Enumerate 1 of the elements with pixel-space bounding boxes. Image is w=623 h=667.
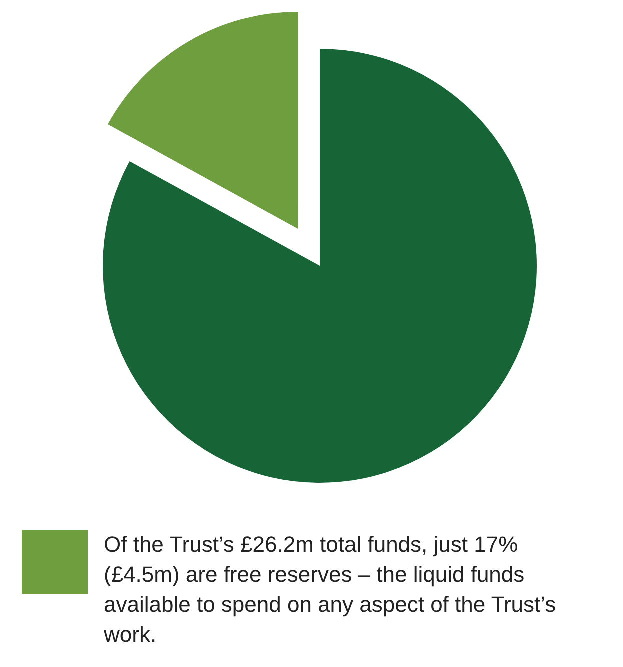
text: Of the Trust’s £26.2m total funds, just 17% (£4.5m) are free reserves – the liquid funds available to spend on any aspect of the Trust’s work. xyxy=(103,532,562,647)
